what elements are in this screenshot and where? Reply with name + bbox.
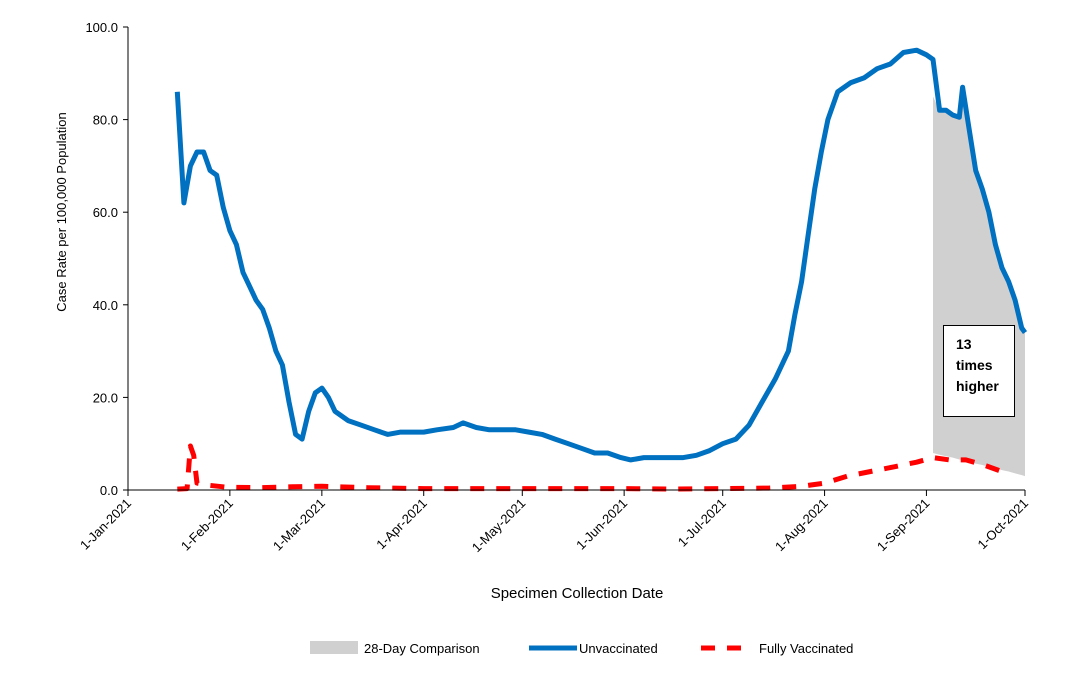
- x-tick-label: 1-Feb-2021: [178, 496, 236, 554]
- x-tick-label: 1-Jun-2021: [573, 496, 630, 553]
- y-tick-label: 20.0: [93, 390, 118, 405]
- y-tick-label: 40.0: [93, 298, 118, 313]
- series-line: [174, 47, 1028, 463]
- legend-label: 28-Day Comparison: [364, 641, 480, 656]
- annotation: 13 times higher: [943, 325, 1015, 417]
- x-tick-label: 1-Mar-2021: [270, 496, 328, 554]
- x-tick-label: 1-Sep-2021: [874, 496, 933, 555]
- x-tick-label: 1-May-2021: [469, 496, 529, 556]
- y-tick-label: 60.0: [93, 205, 118, 220]
- x-tick-label: 1-Oct-2021: [975, 496, 1032, 553]
- y-axis-label: Case Rate per 100,000 Population: [54, 112, 69, 311]
- y-tick-label: 80.0: [93, 113, 118, 128]
- x-tick-label: 1-Apr-2021: [373, 496, 430, 553]
- legend-label: Fully Vaccinated: [759, 641, 853, 656]
- x-tick-label: 1-Jan-2021: [77, 496, 134, 553]
- y-tick-label: 0.0: [100, 483, 118, 498]
- x-tick-label: 1-Aug-2021: [772, 496, 831, 555]
- legend-label: Unvaccinated: [579, 641, 658, 656]
- legend-swatch: [310, 641, 358, 654]
- x-axis-label: Specimen Collection Date: [491, 585, 664, 602]
- y-tick-label: 100.0: [85, 20, 118, 35]
- x-tick-label: 1-Jul-2021: [675, 496, 729, 550]
